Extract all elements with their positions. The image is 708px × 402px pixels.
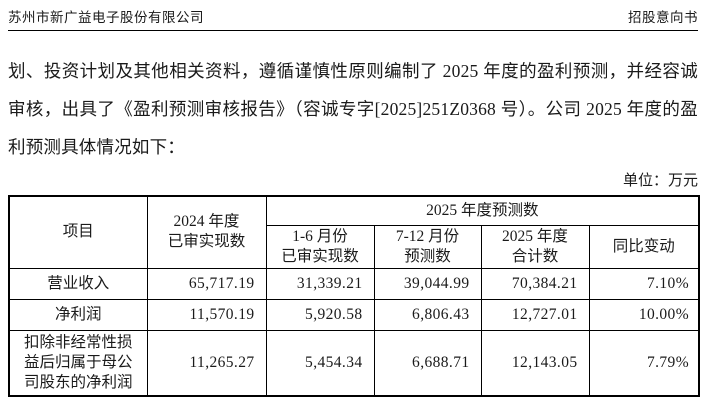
cell-jul-dec: 6,806.43 xyxy=(373,298,482,331)
cell-jul-dec: 6,688.71 xyxy=(373,329,482,396)
cell-jan-jun: 5,454.34 xyxy=(265,329,375,396)
col-header-2025-forecast-group: 2025 年度预测数 xyxy=(265,195,700,226)
col-header-jul-dec: 7-12 月份 预测数 xyxy=(373,224,482,269)
cell-2025-total: 12,143.05 xyxy=(480,329,590,396)
cell-jan-jun: 31,339.21 xyxy=(265,267,375,300)
table-row-revenue: 营业收入 65,717.19 31,339.21 39,044.99 70,38… xyxy=(8,267,700,300)
col-header-yoy-change: 同比变动 xyxy=(588,224,700,269)
cell-yoy-change: 7.79% xyxy=(588,329,700,396)
cell-2024-audited: 11,265.27 xyxy=(146,329,267,396)
table-header-row-1: 项目 2024 年度 已审实现数 2025 年度预测数 xyxy=(8,195,700,269)
cell-2024-audited: 65,717.19 xyxy=(146,267,267,300)
profit-forecast-table: 项目 2024 年度 已审实现数 2025 年度预测数 1-6 月份 已审实现数… xyxy=(8,195,701,397)
cell-item: 扣除非经常性损益后归属于母公司股东的净利润 xyxy=(8,329,148,396)
table-row-net-profit: 净利润 11,570.19 5,920.58 6,806.43 12,727.0… xyxy=(8,298,700,331)
cell-jul-dec: 39,044.99 xyxy=(373,267,482,300)
unit-label: 单位：万元 xyxy=(622,173,698,189)
cell-jan-jun: 5,920.58 xyxy=(265,298,375,331)
cell-item: 营业收入 xyxy=(8,267,148,300)
table-header-row-2: 1-6 月份 已审实现数 7-12 月份 预测数 2025 年度 合计数 同比变… xyxy=(9,224,700,269)
table-row-deducted-net-profit: 扣除非经常性损益后归属于母公司股东的净利润 11,265.27 5,454.34… xyxy=(8,329,700,396)
cell-2025-total: 12,727.01 xyxy=(480,298,590,331)
page-header: 苏州市新广益电子股份有限公司 招股意向书 xyxy=(8,0,698,31)
cell-2025-total: 70,384.21 xyxy=(480,267,590,300)
document-type-label: 招股意向书 xyxy=(628,10,698,25)
cell-item: 净利润 xyxy=(8,298,148,331)
col-header-jan-jun: 1-6 月份 已审实现数 xyxy=(265,224,375,269)
col-header-2025-total: 2025 年度 合计数 xyxy=(480,224,590,269)
cell-yoy-change: 7.10% xyxy=(588,267,700,300)
col-header-2024-audited: 2024 年度 已审实现数 xyxy=(146,195,267,269)
col-header-item: 项目 xyxy=(8,195,148,269)
cell-yoy-change: 10.00% xyxy=(588,298,700,331)
cell-2024-audited: 11,570.19 xyxy=(146,298,267,331)
company-name: 苏州市新广益电子股份有限公司 xyxy=(8,10,204,25)
body-paragraph: 划、投资计划及其他相关资料，遵循谨慎性原则编制了 2025 年度的盈利预测，并经… xyxy=(8,61,698,157)
